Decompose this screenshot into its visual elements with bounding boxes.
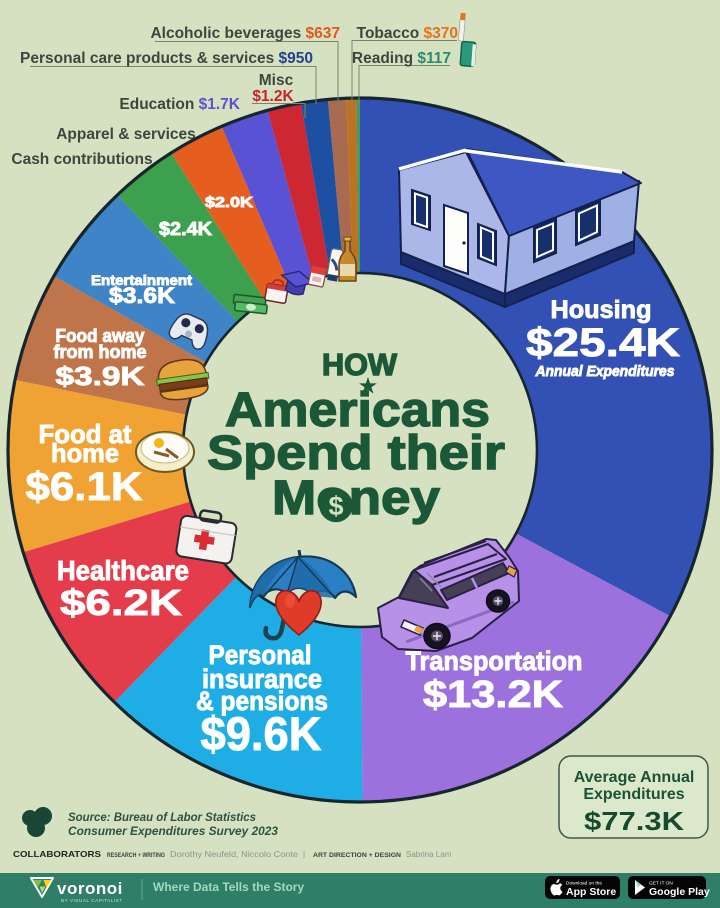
svg-text:$3.9K: $3.9K — [56, 361, 145, 391]
svg-text:ART DIRECTION + DESIGN: ART DIRECTION + DESIGN — [313, 853, 401, 859]
svg-text:Misc: Misc — [259, 72, 294, 89]
svg-text:★: ★ — [361, 378, 375, 395]
svg-text:Personal care products & servi: Personal care products & services $950 — [20, 50, 313, 67]
svg-text:Food away: Food away — [56, 326, 145, 346]
svg-text:& pensions: & pensions — [196, 686, 328, 716]
svg-text:Expenditures: Expenditures — [583, 786, 684, 803]
svg-text:Alcoholic beverages $637: Alcoholic beverages $637 — [150, 25, 340, 42]
svg-text:Healthcare: Healthcare — [57, 555, 189, 586]
svg-text:Education $1.7K: Education $1.7K — [119, 96, 240, 113]
svg-text:Download on the: Download on the — [566, 881, 602, 887]
svg-text:BY VISUAL CAPITALIST: BY VISUAL CAPITALIST — [61, 898, 123, 903]
svg-text:App Store: App Store — [566, 886, 616, 898]
svg-text:Transportation: Transportation — [406, 646, 583, 676]
svg-text:Money: Money — [272, 472, 440, 525]
svg-text:$77.3K: $77.3K — [584, 806, 684, 836]
svg-text:Entertainment: Entertainment — [91, 272, 192, 288]
svg-text:GET IT ON: GET IT ON — [649, 881, 673, 887]
svg-text:$2.4K: $2.4K — [159, 219, 212, 239]
svg-text:Apparel & services: Apparel & services — [56, 126, 196, 143]
svg-text:Reading $117: Reading $117 — [352, 50, 451, 67]
svg-text:$13.2K: $13.2K — [423, 674, 564, 716]
svg-text:Annual Expenditures: Annual Expenditures — [535, 363, 675, 380]
svg-text:Americans: Americans — [225, 384, 490, 437]
svg-text:Average Annual: Average Annual — [574, 769, 695, 786]
svg-text:$2.0K: $2.0K — [205, 194, 253, 211]
svg-text:$3.6K: $3.6K — [109, 283, 175, 308]
svg-text:Consumer Expenditures Survey 2: Consumer Expenditures Survey 2023 — [68, 826, 279, 838]
svg-text:voronoi: voronoi — [57, 879, 123, 898]
svg-text:$6.2K: $6.2K — [60, 582, 182, 623]
svg-text:Personal: Personal — [209, 640, 312, 670]
svg-text:home: home — [51, 438, 119, 468]
svg-text:Spend their: Spend their — [207, 427, 505, 480]
svg-text:Cash contributions: Cash contributions — [11, 151, 152, 168]
svg-text:insurance: insurance — [202, 664, 322, 694]
svg-text:$: $ — [328, 491, 343, 521]
svg-text:Housing: Housing — [551, 296, 652, 324]
svg-text:Tobacco $370: Tobacco $370 — [357, 25, 458, 42]
svg-text:Google Play: Google Play — [649, 886, 710, 898]
svg-text:$9.6K: $9.6K — [201, 707, 322, 760]
svg-text:RESEARCH + WRITING: RESEARCH + WRITING — [107, 853, 165, 859]
svg-text:Sabrina Lam: Sabrina Lam — [406, 850, 452, 859]
svg-text:Dorothy Neufeld, Niccolo Conte: Dorothy Neufeld, Niccolo Conte — [170, 850, 299, 859]
svg-text:|: | — [303, 850, 305, 859]
svg-text:$6.1K: $6.1K — [26, 465, 143, 509]
svg-text:$1.2K: $1.2K — [252, 88, 294, 105]
svg-text:COLLABORATORS: COLLABORATORS — [13, 849, 101, 859]
svg-text:Food at: Food at — [39, 419, 132, 449]
svg-text:from home: from home — [54, 342, 147, 362]
svg-text:HOW: HOW — [322, 347, 398, 382]
svg-text:Source: Bureau of Labor Statis: Source: Bureau of Labor Statistics — [68, 812, 256, 824]
svg-text:Where Data Tells the Story: Where Data Tells the Story — [153, 880, 304, 894]
svg-text:$25.4K: $25.4K — [526, 321, 680, 365]
